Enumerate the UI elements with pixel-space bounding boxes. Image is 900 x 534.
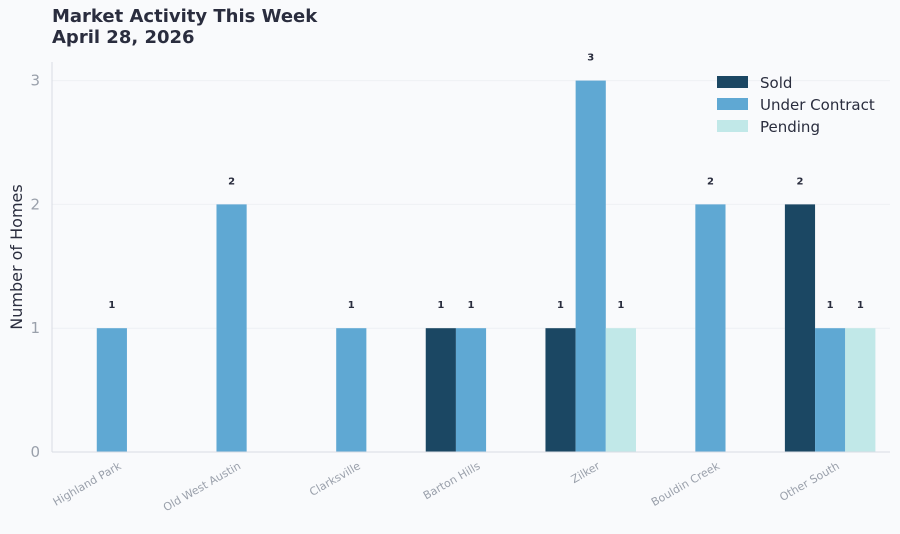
bar-barton-hills-under-contract (455, 328, 487, 452)
data-label-other-south-under-contract: 1 (827, 300, 834, 311)
chart-title-block: Market Activity This Week April 28, 2026 (52, 6, 317, 48)
x-tick-label-other-south: Other South (777, 459, 841, 504)
y-tick-label-0: 0 (30, 443, 40, 461)
bar-other-south-under-contract (815, 328, 846, 452)
x-tick-label-highland-park: Highland Park (51, 459, 124, 509)
legend-label-under-contract: Under Contract (760, 96, 875, 114)
bar-bouldin-creek-under-contract (695, 204, 726, 452)
legend-swatch-under-contract (717, 98, 748, 110)
bar-barton-hills-sold (425, 328, 456, 452)
bar-zilker-pending (605, 328, 636, 452)
data-label-clarksville-under-contract: 1 (348, 300, 355, 311)
data-label-zilker-sold: 1 (557, 300, 564, 311)
y-tick-label-2: 2 (30, 195, 40, 213)
chart-title: Market Activity This Week (52, 6, 318, 27)
data-label-other-south-sold: 2 (796, 176, 803, 187)
data-label-bouldin-creek-under-contract: 2 (707, 176, 714, 187)
data-label-zilker-under-contract: 3 (587, 53, 594, 64)
legend: Sold Under Contract Pending (717, 74, 875, 136)
data-label-highland-park-under-contract: 1 (108, 300, 115, 311)
data-label-barton-hills-sold: 1 (437, 300, 444, 311)
data-label-other-south-pending: 1 (857, 300, 864, 311)
data-label-barton-hills-under-contract: 1 (468, 300, 475, 311)
legend-swatch-sold (717, 76, 748, 88)
x-tick-label-clarksville: Clarksville (307, 459, 363, 499)
legend-label-sold: Sold (760, 74, 792, 92)
y-tick-label-3: 3 (30, 72, 40, 90)
x-tick-label-bouldin-creek: Bouldin Creek (649, 459, 722, 509)
bar-highland-park-under-contract (96, 328, 127, 452)
x-tick-label-zilker: Zilker (569, 459, 603, 486)
chart-subtitle: April 28, 2026 (52, 27, 195, 48)
x-tick-label-barton-hills: Barton Hills (421, 459, 483, 502)
bar-old-west-austin-under-contract (216, 204, 247, 452)
legend-label-pending: Pending (760, 118, 820, 136)
data-label-old-west-austin-under-contract: 2 (228, 176, 235, 187)
bar-clarksville-under-contract (336, 328, 367, 452)
y-tick-label-1: 1 (30, 319, 40, 337)
x-tick-label-old-west-austin: Old West Austin (161, 459, 243, 514)
bar-other-south-sold (784, 204, 816, 452)
data-label-zilker-pending: 1 (617, 300, 624, 311)
data-labels: 1 2 1 1 1 1 3 1 2 2 1 1 (108, 53, 863, 312)
y-axis-label: Number of Homes (7, 184, 26, 329)
bar-zilker-under-contract (575, 80, 606, 453)
legend-swatch-pending (717, 120, 748, 132)
bar-zilker-sold (545, 328, 576, 452)
bar-other-south-pending (845, 328, 876, 452)
bars (96, 80, 876, 453)
